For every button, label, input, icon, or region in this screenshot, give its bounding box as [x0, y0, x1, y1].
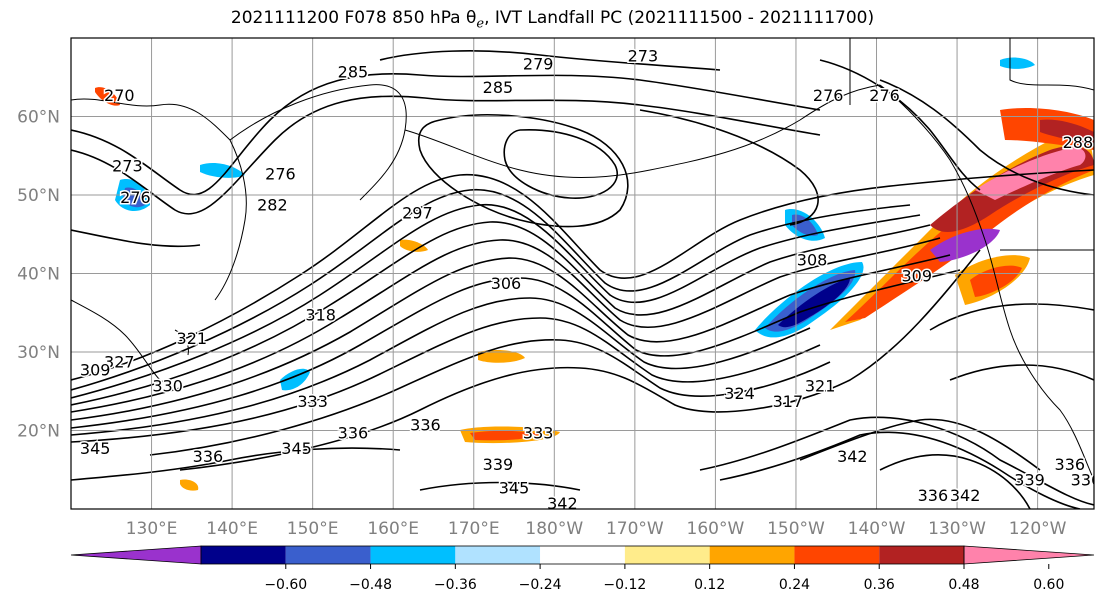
lon-label: 140°W	[848, 519, 906, 539]
contour-label: 309	[80, 361, 111, 380]
lat-label: 60°N	[17, 108, 60, 128]
grid	[71, 38, 1094, 509]
contour-label: 318	[305, 306, 336, 325]
colorbar-segment	[370, 546, 456, 564]
colorbar-segment	[879, 546, 964, 564]
colorbar-tick-label: −0.36	[434, 577, 477, 593]
contour-label: 336	[338, 423, 369, 442]
contour-label: 270	[104, 86, 135, 105]
lon-label: 170°W	[606, 519, 664, 539]
lon-label: 150°E	[287, 519, 339, 539]
lon-label: 170°E	[448, 519, 500, 539]
lon-label: 150°W	[767, 519, 825, 539]
lat-label: 50°N	[17, 186, 60, 206]
contour-label: 336	[410, 416, 441, 435]
lon-label: 130°W	[928, 519, 986, 539]
contour-label: 297	[402, 204, 433, 223]
contour-label: 285	[483, 78, 514, 97]
lat-label: 40°N	[17, 265, 60, 285]
contour-label: 288	[1063, 133, 1094, 152]
latitude-labels: 60°N 50°N 40°N 30°N 20°N	[17, 108, 60, 442]
lon-label: 180°W	[525, 519, 583, 539]
contour-label: 279	[523, 54, 554, 73]
contour-label: 276	[813, 86, 844, 105]
lon-label: 120°W	[1009, 519, 1067, 539]
contour-label: 342	[950, 486, 981, 505]
colorbar-segment	[794, 546, 880, 564]
contour-label: 273	[628, 47, 659, 66]
coastlines	[71, 38, 1094, 481]
contour-label: 276	[265, 164, 296, 183]
lon-label: 160°E	[367, 519, 419, 539]
contour-label: 309	[902, 266, 933, 285]
lon-label: 130°E	[126, 519, 178, 539]
colorbar-segment	[201, 546, 286, 564]
contour-label: 339	[1014, 470, 1045, 489]
colorbar-extend-high	[963, 545, 1095, 565]
lat-label: 30°N	[17, 343, 60, 363]
chart-title: 2021111200 F078 850 hPa θe, IVT Landfall…	[230, 8, 875, 32]
contour-label: 345	[499, 478, 530, 497]
contour-label: 324	[724, 384, 755, 403]
colorbar: −0.60 −0.48 −0.36 −0.24 −0.12 0.12 0.24 0.36 0.4…	[70, 545, 1095, 593]
pc-shading	[95, 57, 1094, 491]
colorbar-outline	[200, 545, 965, 565]
contour-label: 342	[837, 447, 868, 466]
colorbar-tick-label: 0.36	[864, 577, 895, 593]
contour-label: 345	[80, 439, 111, 458]
colorbar-tick-label: 0.48	[948, 577, 979, 593]
colorbar-tick-label: −0.12	[603, 577, 646, 593]
contour-label: 336	[193, 447, 224, 466]
colorbar-tick-label: −0.48	[349, 577, 392, 593]
colorbar-tick-label: 0.24	[779, 577, 810, 593]
contour-label: 306	[491, 274, 522, 293]
lat-label: 20°N	[17, 422, 60, 442]
colorbar-segment	[285, 546, 371, 564]
colorbar-tick-label: 0.60	[1033, 577, 1064, 593]
contour-label: 321	[177, 329, 208, 348]
colorbar-tick-label: −0.24	[519, 577, 562, 593]
contour-labels: 270 273 276 285 279 273 285 276 276 282 297 306 318 3…	[78, 45, 1102, 513]
contour-label: 317	[773, 392, 804, 411]
contour-label: 276	[869, 86, 900, 105]
colorbar-segment	[540, 546, 625, 564]
colorbar-segment	[709, 546, 795, 564]
theta-e-contours	[71, 50, 1094, 509]
contour-label: 345	[281, 439, 312, 458]
contour-label: 285	[338, 62, 369, 81]
contour-label: 330	[152, 376, 183, 395]
contour-label: 336	[918, 486, 949, 505]
longitude-labels: 130°E 140°E 150°E 160°E 170°E 180°W 170°W 160°W…	[126, 519, 1067, 539]
contour-label: 333	[523, 423, 554, 442]
contour-label: 333	[297, 392, 328, 411]
lon-label: 140°E	[206, 519, 258, 539]
contour-label: 327	[104, 353, 135, 372]
colorbar-segment	[624, 546, 710, 564]
colorbar-extend-low	[70, 545, 202, 565]
contour-label: 336	[1071, 470, 1102, 489]
map-frame	[70, 37, 1095, 510]
colorbar-segment	[455, 546, 541, 564]
contour-label: 339	[483, 455, 514, 474]
contour-label: 273	[112, 156, 143, 175]
colorbar-tick-label: −0.60	[264, 577, 307, 593]
contour-label: 336	[1055, 455, 1086, 474]
contour-label: 308	[797, 251, 828, 270]
contour-label: 276	[120, 188, 151, 207]
contour-label: 321	[805, 376, 836, 395]
colorbar-tick-label: 0.12	[694, 577, 725, 593]
contour-label: 282	[257, 196, 288, 215]
contour-label: 342	[547, 494, 578, 513]
lon-label: 160°W	[687, 519, 745, 539]
